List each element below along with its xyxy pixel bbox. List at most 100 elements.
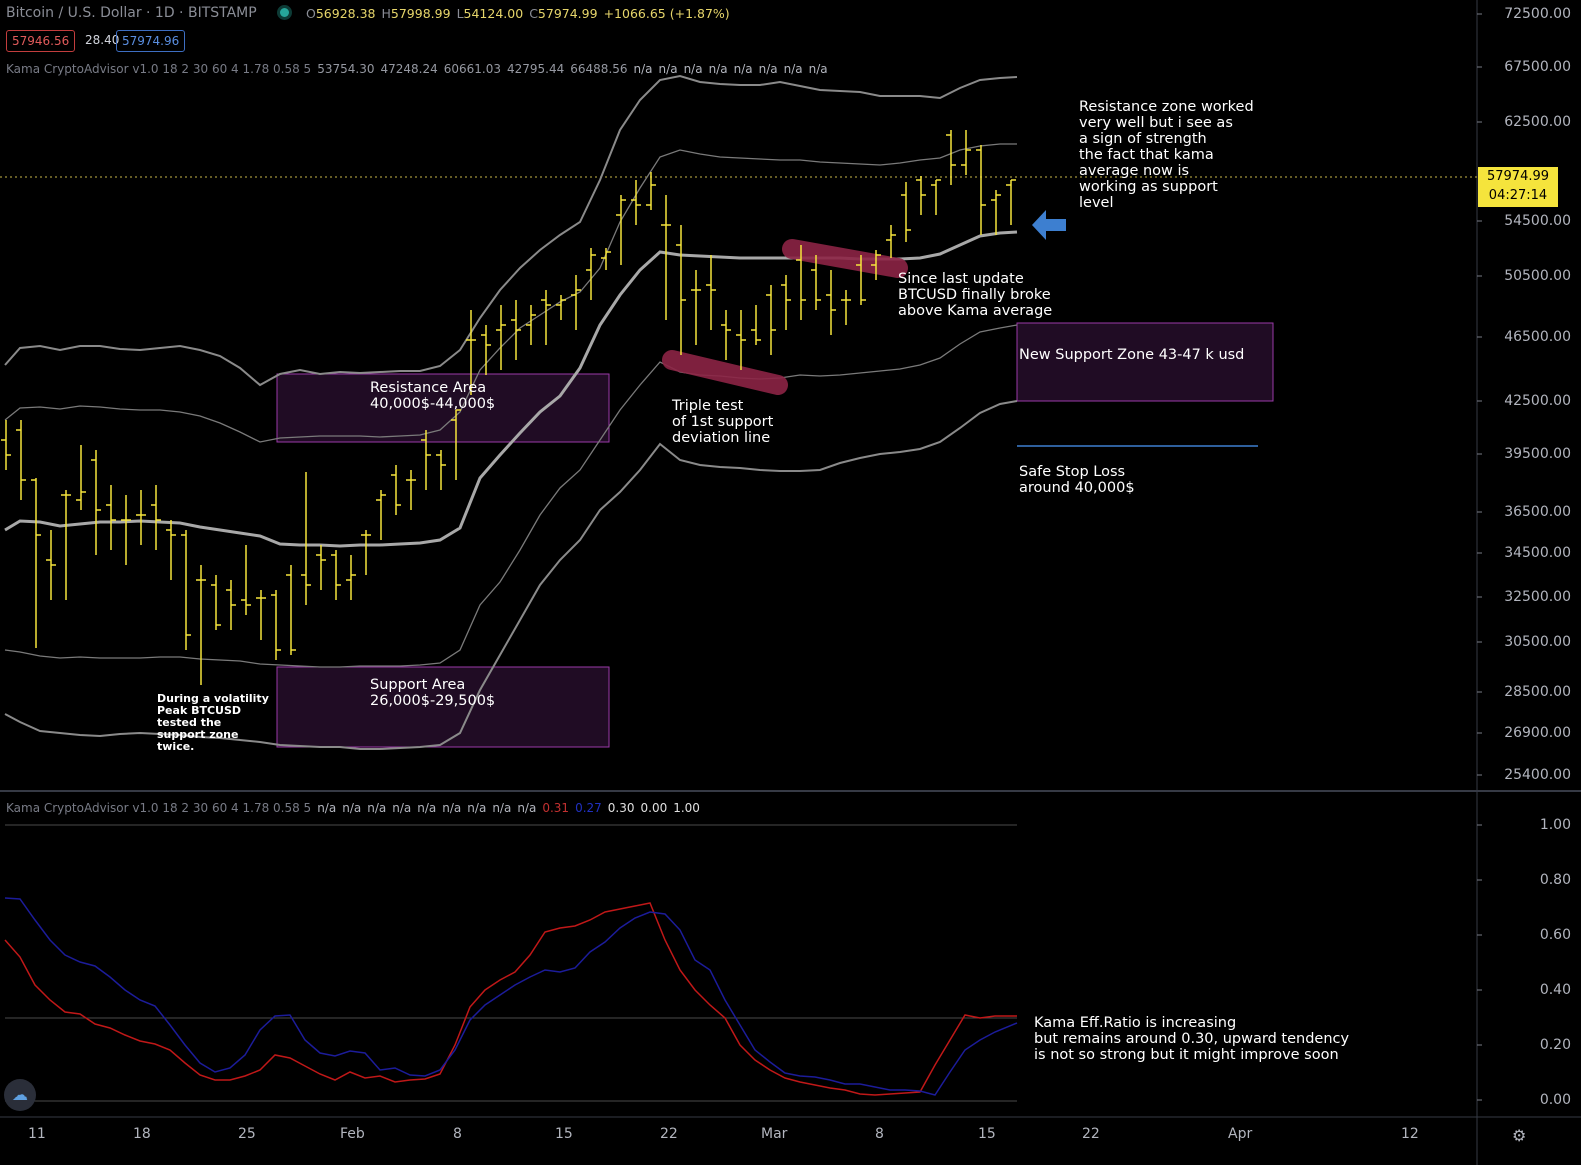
high-label: H <box>381 6 391 21</box>
eff-ratio-red-line <box>4 902 1017 1096</box>
price-tick: 28500.00 <box>1504 684 1571 700</box>
symbol-title[interactable]: Bitcoin / U.S. Dollar · 1D · BITSTAMP <box>6 5 257 21</box>
indicator-name: Kama CryptoAdvisor v1.0 18 2 30 60 4 1.7… <box>6 801 312 815</box>
last-price-value: 57974.99 <box>1486 169 1550 184</box>
close-value: 57974.99 <box>537 6 598 21</box>
change-value: +1066.65 (+1.87%) <box>603 6 730 21</box>
osc-tick: 0.40 <box>1539 982 1571 998</box>
time-tick: 15 <box>978 1126 996 1142</box>
indicator-value: 53754.30 <box>317 62 375 76</box>
osc-tick: 0.20 <box>1539 1037 1571 1053</box>
low-label: L <box>456 6 464 21</box>
price-tick: 67500.00 <box>1504 59 1571 75</box>
osc-tick: 0.80 <box>1539 872 1571 888</box>
time-tick: 8 <box>875 1126 884 1142</box>
settings-gear-icon[interactable]: ⚙ <box>1512 1126 1527 1145</box>
price-tick: 46500.00 <box>1504 329 1571 345</box>
indicator-na: n/a <box>417 801 437 815</box>
time-tick: Apr <box>1228 1126 1253 1142</box>
last-price-label: 57974.99 04:27:14 <box>1478 167 1558 207</box>
price-bars[interactable] <box>1 130 1016 685</box>
price-tick: 36500.00 <box>1504 504 1571 520</box>
indicator-value: 66488.56 <box>570 62 628 76</box>
triple-test-note: Triple test of 1st support deviation lin… <box>672 398 774 446</box>
indicator-value: 1.00 <box>673 801 700 815</box>
indicator-na: n/a <box>317 801 337 815</box>
buy-price-button[interactable]: 57974.96 <box>116 30 186 52</box>
indicator-na: n/a <box>342 801 362 815</box>
indicator-na: n/a <box>467 801 487 815</box>
price-tick: 54500.00 <box>1504 213 1571 229</box>
eff-ratio-red-value: 0.31 <box>542 801 570 815</box>
triple-test-highlight <box>662 350 788 395</box>
indicator-na: n/a <box>758 62 778 76</box>
lower-band-inner <box>4 324 1018 668</box>
sell-price-button[interactable]: 57946.56 <box>6 30 76 52</box>
since-update-note: Since last update BTCUSD finally broke a… <box>898 271 1053 319</box>
new-support-zone[interactable] <box>1016 322 1274 402</box>
indicator-main-legend[interactable]: Kama CryptoAdvisor v1.0 18 2 30 60 4 1.7… <box>6 62 828 76</box>
resistance-area-label: Resistance Area 40,000$-44,000$ <box>370 380 496 412</box>
time-tick: 22 <box>660 1126 678 1142</box>
price-tick: 62500.00 <box>1504 114 1571 130</box>
indicator-value: 42795.44 <box>507 62 565 76</box>
price-tick: 39500.00 <box>1504 446 1571 462</box>
eff-ratio-blue-line <box>4 897 1018 1096</box>
open-value: 56928.38 <box>315 6 376 21</box>
indicator-na: n/a <box>442 801 462 815</box>
close-label: C <box>529 6 538 21</box>
osc-tick: 0.60 <box>1539 927 1571 943</box>
tradingview-logo-icon[interactable]: ☁ <box>4 1079 36 1111</box>
price-tick: 30500.00 <box>1504 634 1571 650</box>
indicator-na: n/a <box>683 62 703 76</box>
indicator-sub-legend[interactable]: Kama CryptoAdvisor v1.0 18 2 30 60 4 1.7… <box>6 801 700 815</box>
breakout-highlight <box>782 239 908 278</box>
indicator-na: n/a <box>633 62 653 76</box>
indicator-na: n/a <box>492 801 512 815</box>
indicator-na: n/a <box>733 62 753 76</box>
indicator-na: n/a <box>392 801 412 815</box>
price-tick: 26900.00 <box>1504 725 1571 741</box>
osc-tick: 0.00 <box>1539 1092 1571 1108</box>
osc-tick: 1.00 <box>1539 817 1571 833</box>
upper-band-outer <box>4 74 1018 387</box>
support-area-label: Support Area 26,000$-29,500$ <box>370 677 496 709</box>
indicator-value: 47248.24 <box>380 62 438 76</box>
support-area-zone[interactable] <box>276 666 610 748</box>
spread-value: 28.40 <box>85 33 120 47</box>
indicator-value: 0.30 <box>607 801 635 815</box>
indicator-value: 60661.03 <box>443 62 501 76</box>
volatility-note: During a volatility Peak BTCUSD tested t… <box>157 692 269 753</box>
indicator-na: n/a <box>808 62 828 76</box>
eff-ratio-blue-value: 0.27 <box>575 801 602 815</box>
time-tick: 22 <box>1082 1126 1100 1142</box>
indicator-name: Kama CryptoAdvisor v1.0 18 2 30 60 4 1.7… <box>6 62 312 76</box>
resistance-area-zone[interactable] <box>276 373 610 443</box>
time-tick: Mar <box>761 1126 788 1142</box>
ohlc-readout: O56928.38 H57998.99 L54124.00 C57974.99 +106… <box>306 6 736 21</box>
support-arrow-icon <box>1032 210 1066 240</box>
indicator-value: 0.00 <box>640 801 668 815</box>
new-support-label: New Support Zone 43-47 k usd <box>1019 347 1245 363</box>
high-value: 57998.99 <box>390 6 451 21</box>
resistance-worked-note: Resistance zone worked very well but i s… <box>1079 99 1254 211</box>
time-tick: 8 <box>453 1126 462 1142</box>
indicator-na: n/a <box>783 62 803 76</box>
indicator-na: n/a <box>708 62 728 76</box>
time-tick: 12 <box>1401 1126 1419 1142</box>
lower-band-outer <box>4 400 1018 750</box>
stop-loss-note: Safe Stop Loss around 40,000$ <box>1019 464 1135 496</box>
price-tick: 25400.00 <box>1504 767 1571 783</box>
low-value: 54124.00 <box>463 6 524 21</box>
time-tick: 18 <box>133 1126 151 1142</box>
price-tick: 34500.00 <box>1504 545 1571 561</box>
price-tick: 72500.00 <box>1504 6 1571 22</box>
open-label: O <box>306 6 316 21</box>
upper-band-inner <box>4 143 1017 443</box>
indicator-na: n/a <box>658 62 678 76</box>
market-status-icon <box>280 8 289 17</box>
time-tick: 11 <box>28 1126 46 1142</box>
bar-countdown: 04:27:14 <box>1488 188 1548 203</box>
price-tick: 42500.00 <box>1504 393 1571 409</box>
